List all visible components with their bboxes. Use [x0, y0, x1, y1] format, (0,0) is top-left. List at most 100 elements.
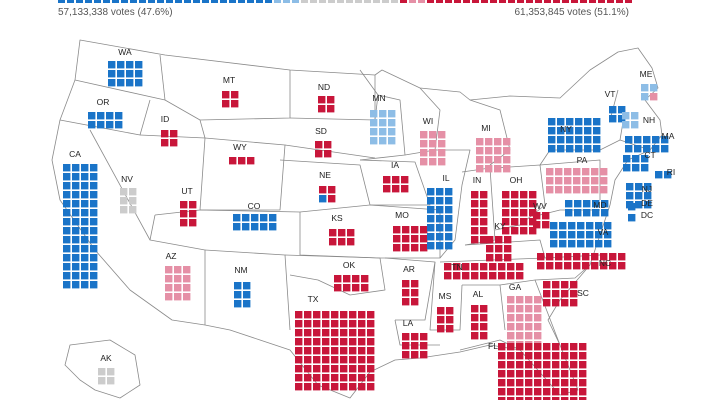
electoral-vote-cell-md [565, 200, 573, 208]
electoral-vote-cell-tx [358, 374, 366, 382]
electoral-vote-cell-nc [546, 253, 554, 261]
state-border [199, 209, 301, 213]
electoral-vote-cell-ca [81, 173, 89, 181]
electoral-vote-cell-ct [641, 155, 649, 163]
state-label-or: OR [97, 97, 110, 107]
electoral-vote-cell-md [592, 200, 600, 208]
electoral-vote-cell-ny [548, 127, 556, 135]
electoral-vote-cell-sd [315, 141, 323, 149]
tally-bar-segment [148, 0, 155, 3]
electoral-vote-cell-ny [584, 145, 592, 153]
electoral-vote-cell-tx [340, 383, 348, 391]
electoral-vote-cell-nc [564, 262, 572, 270]
electoral-vote-cell-tn [516, 272, 524, 280]
electoral-vote-cell-nd [318, 96, 326, 104]
tally-bar-segment [445, 0, 452, 3]
electoral-vote-cell-ca [81, 200, 89, 208]
electoral-vote-cell-ny [575, 136, 583, 144]
electoral-vote-cell-ga [516, 314, 524, 322]
electoral-vote-cell-ny [575, 118, 583, 126]
tally-bar-segment [166, 0, 173, 3]
electoral-vote-cell-il [436, 233, 444, 241]
electoral-vote-cell-id [161, 130, 169, 138]
state-label-ne: NE [319, 170, 331, 180]
tally-bar-segment [409, 0, 416, 3]
electoral-vote-cell-sc [543, 299, 551, 307]
state-label-va: VA [598, 227, 609, 237]
electoral-vote-cell-co [260, 214, 268, 222]
electoral-vote-cell-mi [476, 138, 484, 146]
electoral-vote-cell-or [106, 112, 114, 120]
electoral-vote-cell-nv [129, 188, 137, 196]
electoral-vote-cell-ga [516, 332, 524, 340]
state-border [284, 254, 386, 296]
electoral-vote-cell-nc [609, 253, 617, 261]
electoral-vote-cell-tx [331, 356, 339, 364]
electoral-vote-cell-in [480, 209, 488, 217]
electoral-vote-cell-va [595, 222, 603, 230]
electoral-vote-cell-ms [446, 316, 454, 324]
electoral-vote-cell-nj [635, 192, 643, 200]
tally-bar-segment [391, 0, 398, 3]
electoral-vote-cell-tx [367, 338, 375, 346]
electoral-vote-cell-ma [643, 136, 651, 144]
electoral-vote-cell-fl [552, 379, 560, 387]
electoral-vote-cell-in [480, 227, 488, 235]
electoral-vote-cell-ga [507, 305, 515, 313]
electoral-vote-cell-tx [304, 329, 312, 337]
electoral-vote-cell-wi [429, 149, 437, 157]
electoral-vote-cell-fl [525, 361, 533, 369]
electoral-vote-cell-va [586, 231, 594, 239]
electoral-vote-cell-id [170, 139, 178, 147]
electoral-vote-cell-ga [534, 314, 542, 322]
electoral-vote-cell-oh [529, 227, 537, 235]
electoral-vote-cell-il [445, 233, 453, 241]
electoral-vote-cell-fl [543, 370, 551, 378]
electoral-vote-cell-ga [507, 323, 515, 331]
tally-bar-segment [301, 0, 308, 3]
electoral-vote-cell-nc [600, 253, 608, 261]
electoral-vote-cell-ca [63, 164, 71, 172]
electoral-vote-cell-tn [462, 272, 470, 280]
electoral-vote-cell-ny [593, 136, 601, 144]
electoral-vote-cell-nc [582, 253, 590, 261]
electoral-vote-cell-ak [98, 368, 106, 376]
electoral-vote-cell-co [233, 214, 241, 222]
tally-bar-segment [355, 0, 362, 3]
electoral-vote-cell-ms [437, 325, 445, 333]
electoral-vote-cell-wa [126, 61, 134, 69]
electoral-vote-cell-ma [625, 136, 633, 144]
electoral-vote-cell-nm [243, 282, 251, 290]
electoral-vote-cell-ga [525, 314, 533, 322]
electoral-vote-cell-pa [564, 177, 572, 185]
electoral-vote-cell-co [251, 223, 259, 231]
electoral-vote-cell-ny [593, 118, 601, 126]
electoral-vote-cell-la [411, 333, 419, 341]
state-label-il: IL [442, 173, 449, 183]
electoral-vote-cell-ca [90, 281, 98, 289]
electoral-vote-cell-ca [63, 227, 71, 235]
electoral-vote-cell-az [165, 284, 173, 292]
state-label-pa: PA [577, 155, 588, 165]
tally-bar-segment [211, 0, 218, 3]
electoral-vote-cell-ga [534, 323, 542, 331]
electoral-vote-cell-sc [552, 290, 560, 298]
electoral-vote-cell-ma [634, 145, 642, 153]
electoral-vote-cell-oh [520, 191, 528, 199]
electoral-vote-cell-or [115, 112, 123, 120]
electoral-vote-cell-ia [392, 176, 400, 184]
electoral-vote-cell-ga [534, 305, 542, 313]
electoral-vote-cell-ok [343, 284, 351, 292]
tally-bar-segment [373, 0, 380, 3]
electoral-vote-cell-ky [495, 245, 503, 253]
electoral-vote-cell-fl [570, 379, 578, 387]
electoral-vote-cell-va [586, 240, 594, 248]
electoral-vote-cell-nc [537, 253, 545, 261]
electoral-vote-cell-la [402, 351, 410, 359]
electoral-vote-cell-ar [402, 298, 410, 306]
dem-vote-total: 57,133,338 votes (47.6%) [58, 7, 173, 18]
electoral-vote-cell-fl [507, 379, 515, 387]
electoral-vote-cell-ca [63, 218, 71, 226]
electoral-vote-cell-ky [504, 236, 512, 244]
electoral-vote-cell-ct [641, 164, 649, 172]
